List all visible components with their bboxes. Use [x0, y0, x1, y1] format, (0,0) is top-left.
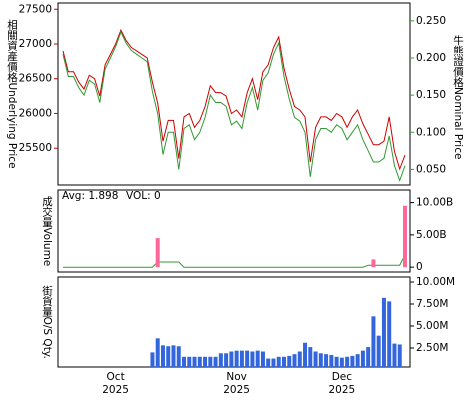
panel: [57, 189, 411, 273]
bar: [218, 353, 223, 367]
bar: [281, 356, 286, 367]
tick-label: 2.50M: [416, 342, 448, 354]
tick-label: 5.00M: [416, 320, 448, 332]
tick-label: 0.250: [416, 15, 446, 27]
bar: [166, 346, 171, 367]
bar: [287, 355, 292, 367]
bar: [355, 354, 360, 367]
x-tick-label: Oct 2025: [102, 371, 129, 396]
legend-entry: VOL: 0: [126, 190, 161, 202]
bar: [176, 346, 181, 367]
bar: [397, 344, 402, 367]
bar: [303, 342, 308, 367]
bar: [203, 356, 208, 367]
bar: [276, 356, 281, 367]
bar: [187, 356, 192, 367]
tick-label: 10.00M: [416, 276, 455, 288]
panel: [57, 2, 411, 186]
bar: [392, 343, 397, 367]
bar: [192, 356, 197, 367]
tick-label: 26000: [19, 107, 52, 119]
bar: [234, 350, 239, 367]
tick-label: 0.100: [416, 126, 446, 138]
bar: [366, 347, 371, 367]
line: [62, 28, 406, 171]
bar: [292, 354, 297, 367]
y2-axis-title: 牛熊證價格Nominal Price: [452, 34, 464, 160]
bar: [360, 350, 365, 367]
x-tick-label: Nov 2025: [223, 371, 250, 396]
tick-label: 7.50M: [416, 298, 448, 310]
y-axis-title: 成交量Volume: [41, 196, 53, 267]
bar: [271, 358, 276, 367]
bar: [182, 356, 187, 367]
bar: [339, 357, 344, 367]
bar: [329, 355, 334, 367]
bar: [155, 338, 160, 367]
bar: [324, 354, 329, 367]
tick-label: 27000: [19, 38, 52, 50]
bar: [239, 350, 244, 367]
tick-label: 5.00B: [416, 229, 447, 241]
bar: [381, 297, 386, 367]
bar: [229, 351, 234, 367]
bar: [345, 356, 350, 367]
bar: [155, 238, 160, 268]
bar: [160, 345, 165, 367]
x-tick-label: Dec 2025: [328, 371, 355, 396]
bar: [245, 350, 250, 367]
tick-label: 25500: [19, 142, 52, 154]
bar: [255, 350, 260, 367]
bar: [371, 316, 376, 367]
bar: [387, 301, 392, 367]
tick-label: 0: [416, 261, 423, 273]
line: [63, 254, 406, 268]
panel: [57, 276, 411, 368]
tick-label: 0.200: [416, 52, 446, 64]
bar: [313, 351, 318, 367]
y-axis-title: 相關資產價格Underlying Price: [6, 19, 18, 169]
bar: [350, 355, 355, 367]
legend-entry: Avg: 1.898: [62, 190, 118, 202]
tick-label: 0.150: [416, 89, 446, 101]
bar: [403, 205, 407, 268]
tick-label: 27500: [19, 3, 52, 15]
bar: [376, 335, 381, 367]
bar: [208, 356, 213, 367]
bar: [371, 259, 376, 268]
bar: [266, 358, 271, 367]
bar: [250, 351, 255, 367]
tick-label: 26500: [19, 73, 52, 85]
tick-label: 10.00B: [416, 197, 453, 209]
tick-label: 0.050: [416, 163, 446, 175]
bar: [308, 347, 313, 367]
bar: [150, 352, 155, 367]
bar: [318, 353, 323, 367]
bar: [334, 356, 339, 367]
bar: [297, 351, 302, 367]
y-axis-title: 街貨量O/S Qty.: [41, 284, 53, 359]
line: [62, 30, 406, 182]
bar: [224, 353, 229, 367]
bar: [260, 351, 265, 367]
bar: [197, 356, 202, 367]
bar: [213, 356, 218, 367]
bar: [171, 345, 176, 367]
